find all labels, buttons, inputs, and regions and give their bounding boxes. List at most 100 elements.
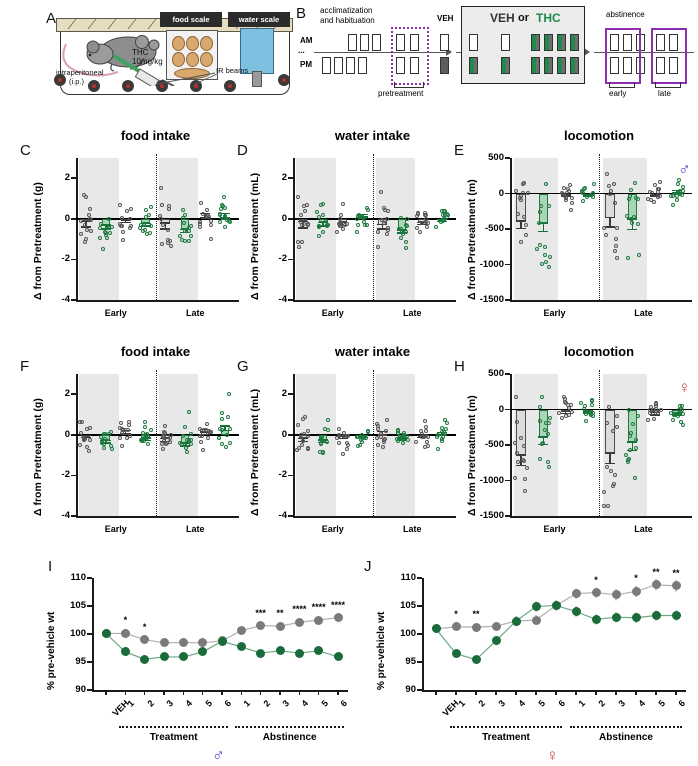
scatter-point [670, 418, 675, 423]
errorbar-cap-0 [297, 440, 308, 443]
y-tick [505, 444, 510, 446]
panel-j-letter: J [364, 558, 372, 575]
scatter-point [365, 205, 370, 210]
scatter-point [183, 229, 188, 234]
scatter-point [161, 222, 166, 227]
scatter-point [422, 212, 427, 217]
errorbar-1 [542, 437, 545, 445]
panel-d-letter: D [237, 142, 248, 159]
scatter-point [625, 214, 630, 219]
scatter-point [220, 416, 225, 421]
errorbar-2 [124, 430, 127, 434]
scatter-point [320, 213, 325, 218]
scatter-point [559, 190, 564, 195]
significance-marker: * [142, 621, 147, 632]
scatter-point [383, 429, 388, 434]
scatter-point [188, 441, 193, 446]
late-abstinence-highlight-box [651, 28, 687, 84]
scatter-point [414, 214, 419, 219]
y-tick-label: 500 [488, 368, 504, 379]
scatter-point [226, 414, 230, 419]
scatter-point [217, 212, 222, 217]
data-point-thc-1 [120, 647, 130, 657]
abstinence-dotted-row [570, 726, 682, 728]
scatter-point [218, 206, 223, 211]
x-tick [495, 690, 497, 695]
scatter-point [395, 437, 400, 441]
errorbar-cap-5 [627, 228, 638, 231]
x-tick [475, 690, 477, 695]
scatter-point [584, 195, 589, 200]
food-pellet [172, 36, 185, 51]
x-tick [515, 690, 517, 695]
scatter-point [535, 247, 540, 252]
scatter-point [207, 429, 212, 434]
scatter-point [157, 213, 162, 218]
panel-f-letter: F [20, 358, 30, 375]
errorbar-cap-4 [377, 430, 388, 433]
scatter-point [296, 239, 301, 244]
panel-h-title: locomotion [563, 344, 635, 359]
vial-pm [358, 57, 367, 74]
bar-h-0 [516, 409, 526, 455]
scatter-point [108, 443, 113, 448]
scatter-point [205, 214, 210, 219]
scatter-point [545, 431, 550, 436]
scatter-point [525, 466, 530, 471]
scatter-point [563, 396, 568, 401]
vial-pm-treatment-thc [531, 57, 540, 74]
errorbar-2 [564, 194, 567, 197]
errorbar-cap-mean-3 [582, 193, 593, 196]
scatter-point [654, 402, 659, 406]
scatter-point [652, 183, 657, 188]
y-tick [417, 689, 422, 691]
scatter-point [673, 412, 678, 417]
scatter-point [416, 210, 421, 215]
errorbar-cap-mean-3 [582, 410, 593, 412]
scatter-point [404, 245, 408, 250]
x-tick [163, 690, 165, 695]
y-tick [288, 474, 293, 477]
y-tick [71, 299, 76, 301]
data-point-veh-1 [451, 622, 461, 632]
scatter-point [86, 213, 91, 218]
scatter-point [540, 262, 545, 267]
significance-marker: ** [276, 608, 284, 619]
scatter-point [631, 214, 636, 219]
route-label-line1: intraperitoneal [56, 68, 104, 77]
vial-am-abstinence-late [669, 34, 678, 51]
scatter-point [523, 477, 528, 482]
data-point-thc-10 [294, 648, 304, 658]
scatter-point [656, 186, 661, 191]
scatter-point [612, 200, 617, 205]
errorbar-cap-mean-7 [671, 192, 682, 194]
data-point-thc-2 [471, 655, 481, 665]
vial-pm-abstinence-late [656, 57, 665, 74]
abstinence-phase-label: Abstinence [599, 732, 653, 743]
y-tick-label: -4 [61, 294, 70, 305]
x-tick [575, 690, 577, 695]
scatter-point [189, 234, 194, 239]
mouse-illustration [86, 35, 160, 72]
data-point-thc-3 [491, 636, 501, 646]
vial-am-treatment-thc [531, 34, 540, 51]
scatter-point [198, 439, 203, 444]
scatter-point [188, 432, 193, 437]
cage-outline [60, 24, 290, 95]
acclimatization-label-line1: acclimatization [320, 6, 373, 15]
x-category-label: Late [402, 308, 422, 318]
scatter-point [602, 226, 607, 231]
panel-j: J% pre-vehicle wt 110 105 100 95 90 * ** * * ** ** V… [360, 556, 698, 765]
scatter-point [118, 435, 123, 440]
shade-band-late [375, 374, 416, 516]
scatter-point [359, 214, 364, 219]
scatter-point [518, 240, 523, 245]
scatter-point [614, 225, 619, 230]
scatter-point [325, 417, 330, 422]
scatter-point [636, 253, 641, 258]
y-tick [71, 177, 76, 180]
significance-marker: **** [311, 602, 326, 612]
y-tick-label: -2 [278, 253, 287, 265]
scatter-point [629, 221, 634, 226]
scatter-point [537, 419, 542, 424]
